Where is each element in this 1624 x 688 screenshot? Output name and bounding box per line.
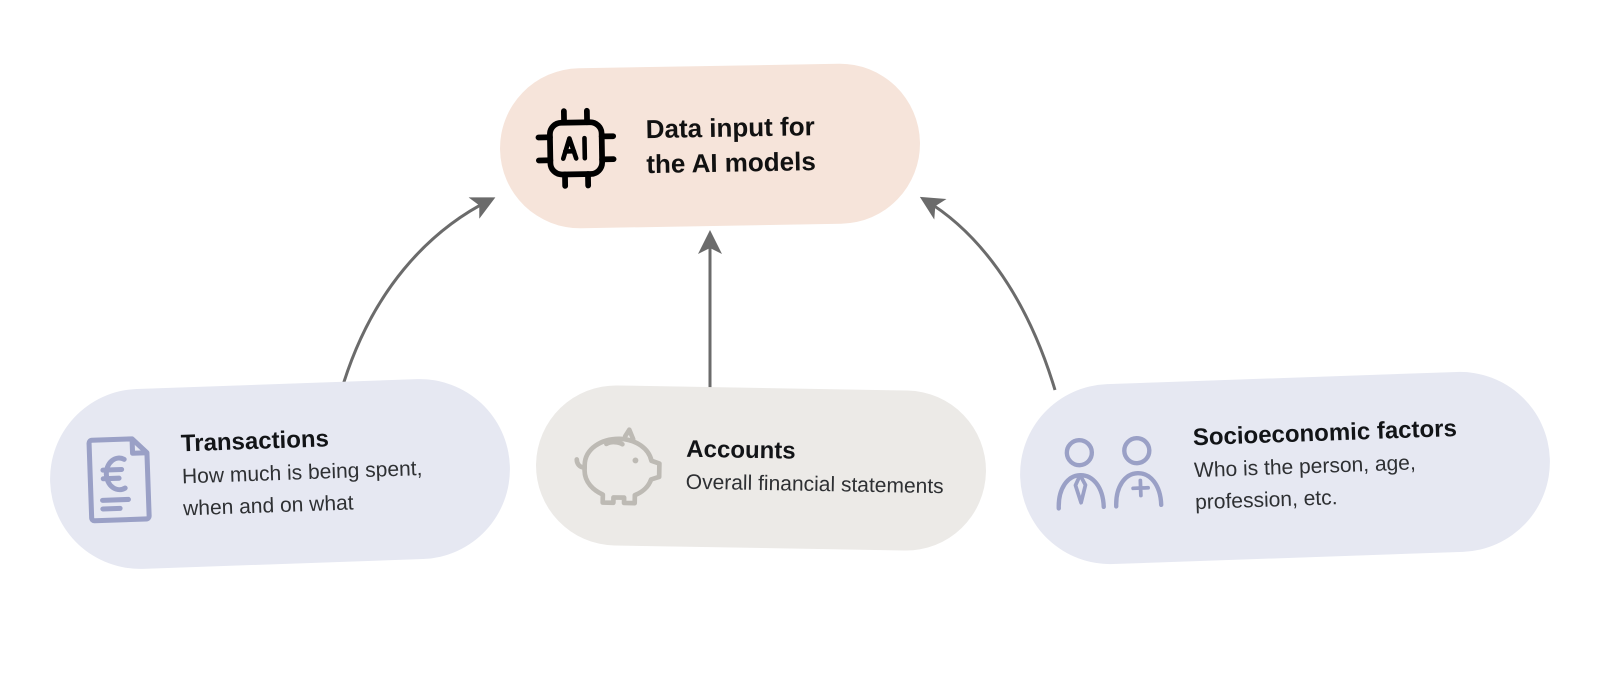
- piggy-bank-icon: [565, 424, 662, 508]
- socio-sub2: profession, etc.: [1195, 480, 1460, 518]
- node-socioeconomic: Socioeconomic factors Who is the person,…: [1017, 369, 1553, 567]
- node-accounts: Accounts Overall financial statements: [535, 384, 988, 552]
- accounts-sub: Overall financial statements: [685, 469, 943, 502]
- arrow-from-socio: [925, 200, 1055, 390]
- ai-chip-icon: [529, 102, 623, 196]
- people-roles-icon: [1049, 429, 1172, 519]
- transactions-title: Transactions: [180, 422, 421, 459]
- socio-sub1: Who is the person, age,: [1194, 448, 1459, 486]
- invoice-euro-icon: [79, 432, 160, 527]
- central-title-line1: Data input for: [645, 111, 815, 145]
- diagram-stage: Data input for the AI models Transaction…: [0, 0, 1624, 688]
- arrow-from-transactions: [340, 200, 490, 395]
- central-title-line2: the AI models: [646, 146, 816, 180]
- node-data-input: Data input for the AI models: [499, 62, 922, 229]
- node-transactions: Transactions How much is being spent, wh…: [47, 376, 513, 572]
- transactions-sub2: when and on what: [183, 487, 424, 524]
- socio-title: Socioeconomic factors: [1192, 415, 1457, 453]
- transactions-sub1: How much is being spent,: [182, 455, 423, 492]
- accounts-title: Accounts: [686, 436, 944, 469]
